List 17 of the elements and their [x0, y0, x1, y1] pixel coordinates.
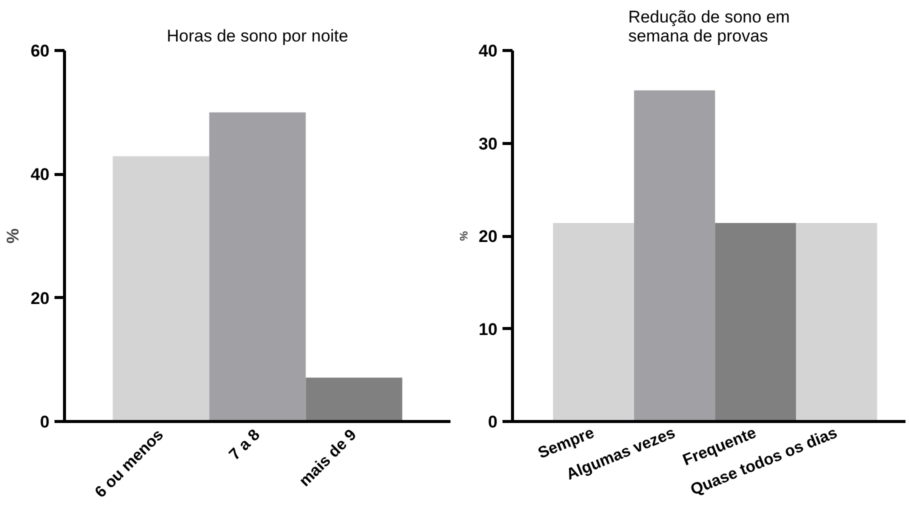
y-tick-label: 0	[488, 412, 498, 432]
y-tick-label: 60	[30, 42, 50, 60]
y-tick-label: 40	[30, 165, 50, 184]
y-tick-label: 0	[40, 412, 50, 432]
bar	[306, 378, 402, 422]
y-tick-label: 20	[478, 227, 498, 246]
y-tick-label: 40	[478, 42, 498, 60]
bar	[209, 112, 306, 422]
bar	[112, 156, 210, 422]
y-axis-title: %	[458, 230, 471, 241]
y-tick-label: 30	[478, 134, 498, 154]
y-tick-label: 10	[478, 320, 498, 339]
y-tick-label: 20	[30, 288, 50, 308]
x-tick-label: 7 a 8	[226, 426, 264, 464]
chart-title: Redução de sono em semana de provas	[628, 8, 790, 46]
y-axis-title: %	[4, 228, 23, 244]
chart-title: Horas de sono por noite	[166, 26, 348, 46]
